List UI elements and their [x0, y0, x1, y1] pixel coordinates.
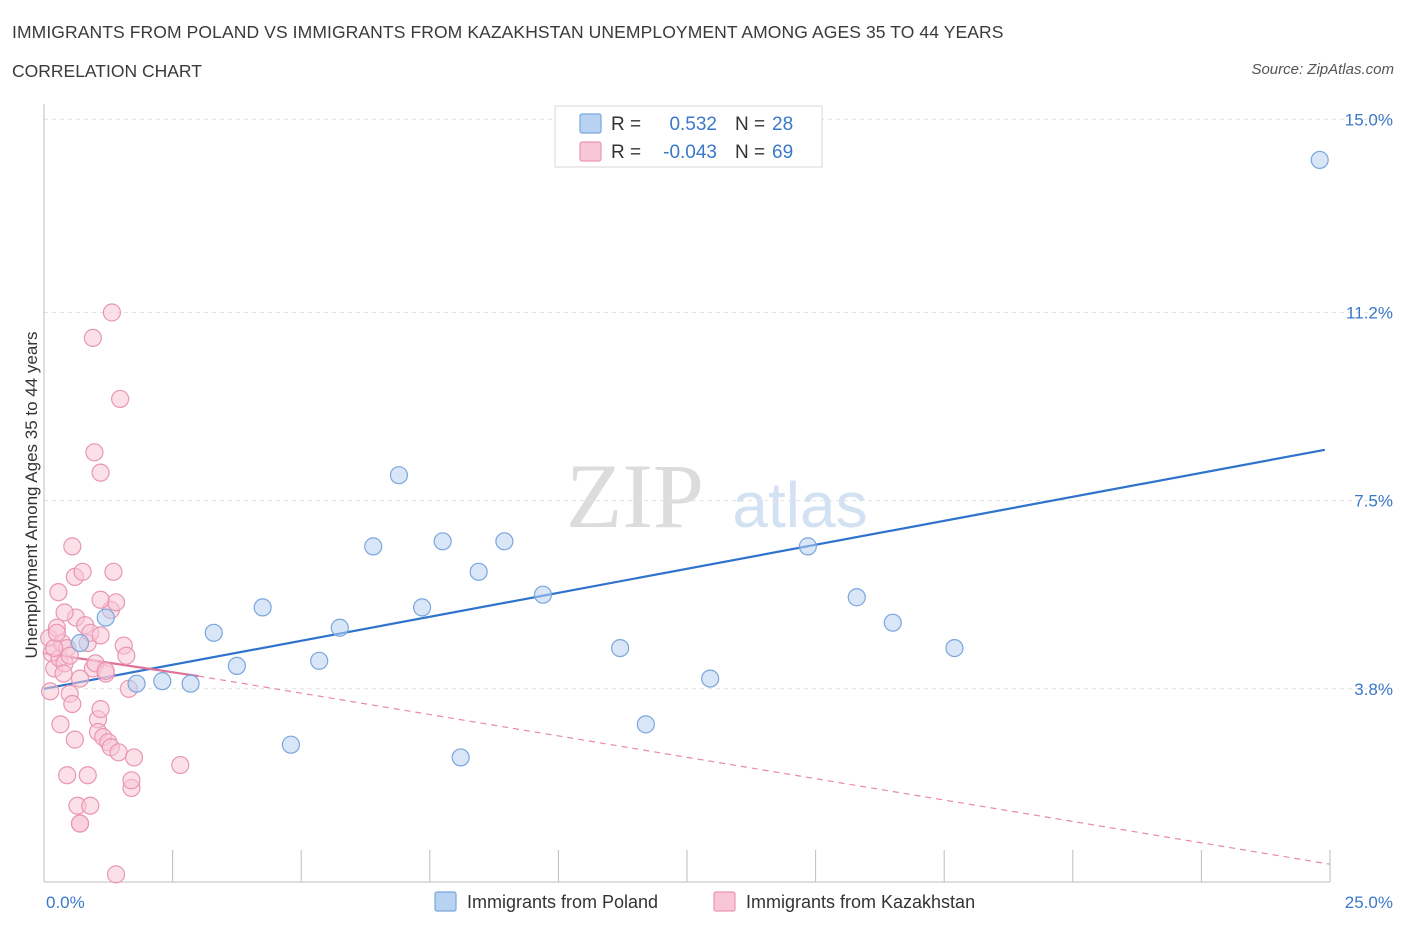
point-kazakhstan — [109, 743, 128, 762]
point-poland — [330, 618, 349, 637]
tick-labels: 3.8% 7.5% 11.2% 15.0% 0.0% 25.0% — [46, 110, 1393, 912]
point-poland — [469, 562, 488, 581]
point-kazakhstan — [96, 661, 115, 681]
point-poland — [310, 651, 329, 670]
point-poland — [611, 638, 630, 658]
point-poland — [96, 608, 115, 627]
y-tick-label: 15.0% — [1345, 110, 1393, 129]
point-poland — [204, 623, 223, 642]
point-poland — [153, 672, 172, 691]
grid — [44, 118, 1394, 690]
point-kazakhstan — [91, 590, 110, 609]
stats-r-value-kazakhstan: -0.043 — [663, 142, 717, 163]
point-poland — [495, 532, 514, 551]
point-poland — [798, 537, 817, 556]
point-poland — [451, 748, 470, 767]
point-kazakhstan — [45, 638, 64, 658]
point-kazakhstan — [106, 865, 126, 884]
point-kazakhstan — [54, 664, 73, 683]
point-kazakhstan — [91, 463, 110, 482]
point-poland — [883, 613, 902, 632]
stats-r-value-poland: 0.532 — [669, 114, 717, 135]
stats-r-label-poland: R = — [611, 114, 641, 135]
point-poland — [945, 638, 964, 658]
y-axis-label: Unemployment Among Ages 35 to 44 years — [22, 332, 41, 659]
point-kazakhstan — [55, 603, 74, 622]
point-poland — [389, 466, 409, 485]
x-tick-label: 0.0% — [46, 893, 85, 912]
trendline-kazakhstan-extended — [198, 675, 1331, 865]
point-kazakhstan — [41, 682, 60, 701]
point-kazakhstan — [106, 593, 126, 612]
point-kazakhstan — [70, 669, 90, 688]
point-kazakhstan — [91, 626, 110, 645]
point-kazakhstan — [122, 771, 141, 790]
point-poland — [364, 537, 383, 556]
point-kazakhstan — [111, 389, 130, 409]
legend-swatch-poland — [434, 891, 457, 912]
y-tick-label: 11.2% — [1346, 303, 1393, 322]
legend-label-kazakhstan: Immigrants from Kazakhstan — [746, 892, 975, 912]
point-kazakhstan — [73, 562, 92, 581]
stats-swatch-kazakhstan — [579, 141, 602, 162]
stats-swatch-poland — [579, 113, 602, 134]
point-poland — [433, 532, 452, 551]
point-poland — [70, 633, 90, 653]
chart-title: IMMIGRANTS FROM POLAND VS IMMIGRANTS FRO… — [12, 22, 1004, 42]
watermark-atlas: atlas — [732, 469, 867, 541]
stats-n-label-poland: N = — [735, 114, 765, 135]
chart-subtitle: CORRELATION CHART — [12, 61, 202, 81]
point-kazakhstan — [171, 755, 190, 775]
point-kazakhstan — [63, 694, 82, 714]
point-kazakhstan — [51, 715, 70, 734]
legend: Immigrants from Poland Immigrants from K… — [434, 891, 975, 912]
point-poland — [253, 598, 272, 617]
y-tick-label: 3.8% — [1354, 680, 1393, 699]
point-poland — [412, 598, 432, 617]
stats-box: R = 0.532 N = 28 R = -0.043 N = 69 — [554, 105, 823, 168]
data-points — [40, 150, 1329, 884]
point-kazakhstan — [85, 443, 104, 462]
axes — [43, 104, 1331, 883]
point-kazakhstan — [91, 700, 110, 719]
x-tick-label: 25.0% — [1345, 893, 1393, 912]
point-kazakhstan — [70, 814, 90, 833]
point-kazakhstan — [124, 748, 144, 767]
y-tick-label: 7.5% — [1354, 492, 1393, 511]
point-kazakhstan — [102, 303, 122, 322]
point-poland — [1310, 150, 1329, 170]
point-kazakhstan — [83, 328, 102, 348]
legend-label-poland: Immigrants from Poland — [467, 892, 658, 912]
point-poland — [127, 674, 146, 693]
point-kazakhstan — [65, 730, 84, 749]
stats-n-label-kazakhstan: N = — [735, 142, 765, 163]
point-kazakhstan — [49, 583, 68, 602]
point-poland — [847, 588, 866, 607]
point-kazakhstan — [47, 623, 66, 642]
point-poland — [227, 656, 246, 675]
point-poland — [636, 715, 655, 734]
point-kazakhstan — [63, 537, 82, 556]
point-kazakhstan — [117, 646, 136, 665]
trendline-poland — [43, 448, 1326, 690]
point-poland — [181, 674, 200, 693]
stats-n-value-kazakhstan: 69 — [772, 142, 793, 163]
point-kazakhstan — [58, 766, 77, 785]
stats-n-value-poland: 28 — [772, 114, 793, 135]
stats-r-label-kazakhstan: R = — [611, 142, 641, 163]
point-poland — [533, 585, 553, 604]
source-credit: Source: ZipAtlas.com — [1251, 61, 1394, 78]
point-kazakhstan — [81, 796, 100, 815]
legend-swatch-kazakhstan — [713, 891, 736, 912]
point-kazakhstan — [78, 766, 97, 785]
watermark-zip: ZIP — [566, 445, 704, 547]
point-poland — [281, 735, 301, 754]
point-poland — [701, 669, 720, 688]
point-kazakhstan — [60, 646, 79, 665]
point-kazakhstan — [104, 562, 123, 581]
